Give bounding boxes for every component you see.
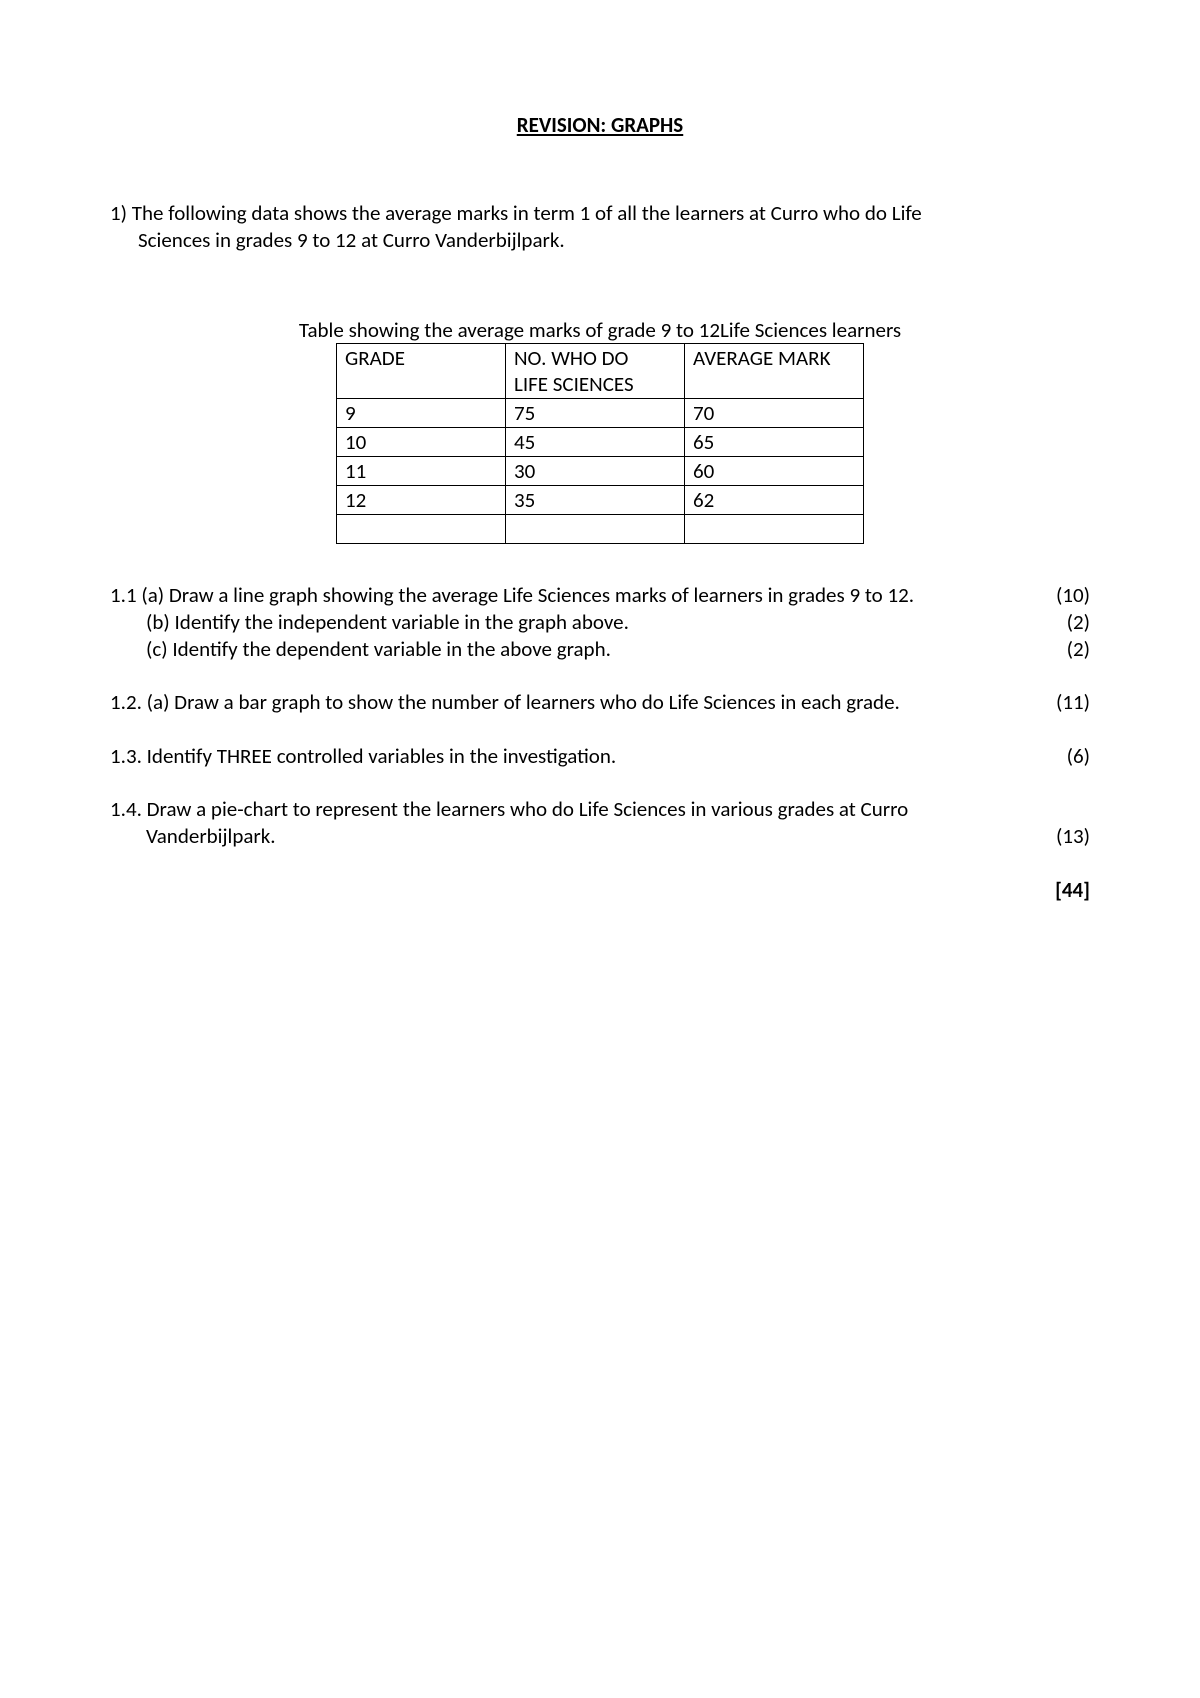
table-cell: 35 <box>506 485 685 514</box>
question-marks: (11) <box>1044 689 1090 716</box>
question-marks: (2) <box>1044 636 1090 663</box>
question-text: Vanderbijlpark. <box>110 823 1044 850</box>
table-cell: 65 <box>685 427 864 456</box>
intro-line-2: Sciences in grades 9 to 12 at Curro Vand… <box>110 227 1090 254</box>
table-row <box>337 514 864 543</box>
table-cell: 62 <box>685 485 864 514</box>
question-marks: (2) <box>1044 609 1090 636</box>
document-page: REVISION: GRAPHS 1) The following data s… <box>0 0 1200 1698</box>
question-text: (b) Identify the independent variable in… <box>110 609 1044 636</box>
table-header-cell: AVERAGE MARK <box>685 343 864 398</box>
page-title: REVISION: GRAPHS <box>110 112 1090 138</box>
data-table: GRADE NO. WHO DOLIFE SCIENCES AVERAGE MA… <box>336 343 864 544</box>
question-row: 1.2. (a) Draw a bar graph to show the nu… <box>110 689 1090 716</box>
intro-line-1: 1) The following data shows the average … <box>110 200 1090 227</box>
table-cell: 30 <box>506 456 685 485</box>
table-cell: 45 <box>506 427 685 456</box>
question-row: 1.1 (a) Draw a line graph showing the av… <box>110 582 1090 609</box>
table-header-cell: NO. WHO DOLIFE SCIENCES <box>506 343 685 398</box>
table-cell: 10 <box>337 427 506 456</box>
question-text: 1.1 (a) Draw a line graph showing the av… <box>110 582 1044 609</box>
table-header-cell: GRADE <box>337 343 506 398</box>
table-cell: 12 <box>337 485 506 514</box>
question-marks: (10) <box>1044 582 1090 609</box>
table-cell: 75 <box>506 398 685 427</box>
question-row: 1.3. Identify THREE controlled variables… <box>110 743 1090 770</box>
question-marks: (6) <box>1044 743 1090 770</box>
table-row: 10 45 65 <box>337 427 864 456</box>
questions-block: 1.1 (a) Draw a line graph showing the av… <box>110 582 1090 851</box>
question-row: (b) Identify the independent variable in… <box>110 609 1090 636</box>
table-cell: 70 <box>685 398 864 427</box>
table-cell <box>685 514 864 543</box>
total-marks: [44] <box>110 877 1090 903</box>
table-cell: 60 <box>685 456 864 485</box>
table-caption: Table showing the average marks of grade… <box>110 317 1090 343</box>
table-cell: 9 <box>337 398 506 427</box>
table-row: 9 75 70 <box>337 398 864 427</box>
question-row: (c) Identify the dependent variable in t… <box>110 636 1090 663</box>
question-text: 1.3. Identify THREE controlled variables… <box>110 743 1044 770</box>
intro-paragraph: 1) The following data shows the average … <box>110 200 1090 255</box>
table-header-row: GRADE NO. WHO DOLIFE SCIENCES AVERAGE MA… <box>337 343 864 398</box>
question-row: 1.4. Draw a pie-chart to represent the l… <box>110 796 1090 823</box>
table-cell <box>337 514 506 543</box>
table-cell: 11 <box>337 456 506 485</box>
question-marks: (13) <box>1044 823 1090 850</box>
question-text: 1.4. Draw a pie-chart to represent the l… <box>110 796 1044 823</box>
table-row: 11 30 60 <box>337 456 864 485</box>
table-row: 12 35 62 <box>337 485 864 514</box>
table-cell <box>506 514 685 543</box>
question-text: 1.2. (a) Draw a bar graph to show the nu… <box>110 689 1044 716</box>
question-text: (c) Identify the dependent variable in t… <box>110 636 1044 663</box>
question-row: Vanderbijlpark.(13) <box>110 823 1090 850</box>
